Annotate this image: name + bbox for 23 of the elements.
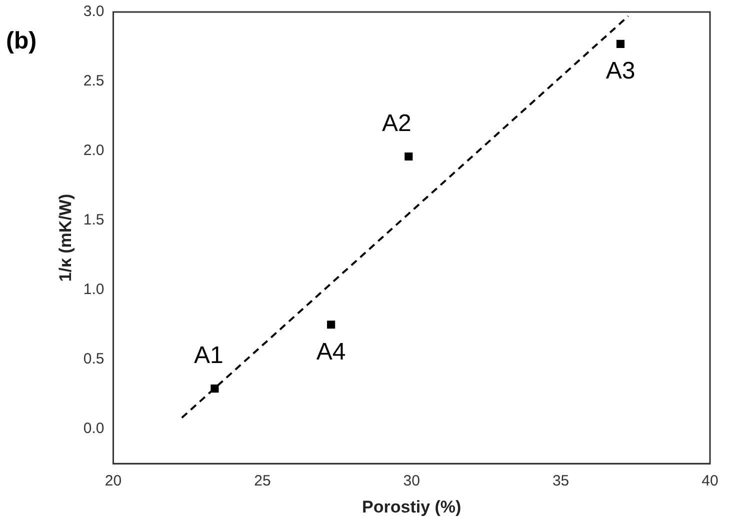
x-tick-label: 20	[104, 472, 122, 490]
y-tick-label: 1.0	[83, 281, 104, 298]
y-tick-label: 0.0	[83, 420, 104, 437]
x-tick-label: 35	[552, 472, 570, 490]
point	[327, 320, 336, 329]
y-tick-label: 1.5	[83, 212, 104, 229]
x-axis-title: Porostiy (%)	[362, 497, 462, 516]
annotation: A1	[194, 342, 224, 370]
x-tick-label: 40	[702, 472, 718, 490]
annotation: A2	[382, 110, 412, 138]
point	[404, 152, 413, 161]
y-axis-title: 1/κ (mK/W)	[56, 194, 75, 282]
y-tick-label: 2.0	[83, 142, 104, 160]
annotation: A3	[606, 58, 636, 85]
point	[210, 384, 219, 393]
y-tick-label: 3.0	[83, 3, 104, 20]
x-tick-label: 30	[403, 472, 420, 490]
point	[616, 40, 625, 48]
x-tick-label: 25	[254, 472, 271, 490]
annotation: A4	[316, 338, 346, 366]
y-tick-label: 2.5	[83, 72, 104, 90]
text: (b)	[6, 28, 37, 55]
y-tick-label: 0.5	[83, 350, 104, 368]
